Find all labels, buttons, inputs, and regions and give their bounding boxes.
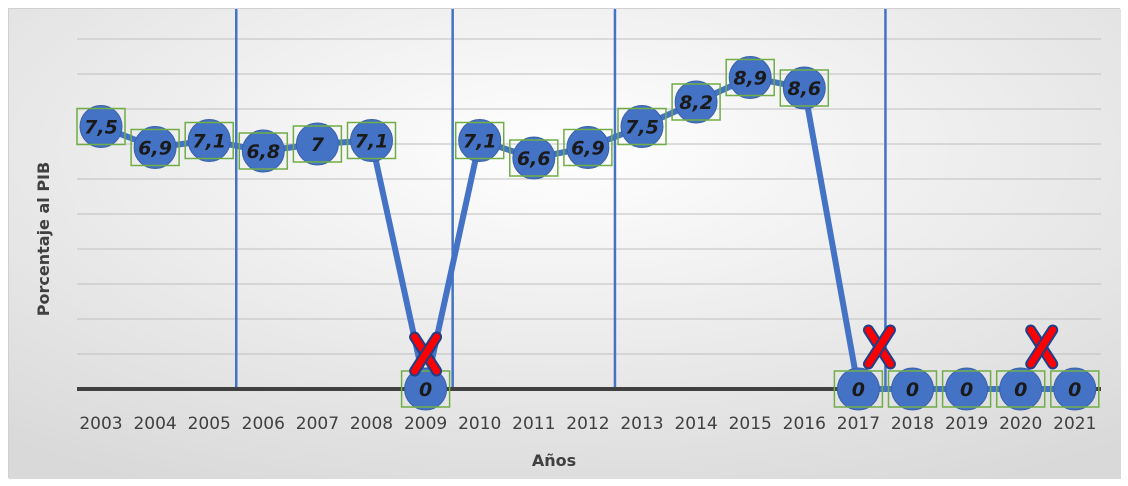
data-label-box: [238, 132, 289, 170]
data-point: [1053, 367, 1097, 411]
x-tick-label: 2005: [188, 414, 231, 434]
data-label-box: [941, 370, 992, 408]
data-label: 0: [419, 379, 432, 401]
data-label-box: [617, 107, 667, 146]
x-tick-label: 2021: [1053, 414, 1096, 434]
data-label-box: [509, 139, 559, 177]
x-mark: [1025, 324, 1059, 370]
y-axis-title: Porcentaje al PIB: [34, 162, 53, 316]
data-point: [458, 119, 502, 162]
x-tick-label: 2011: [512, 414, 555, 434]
x-mark: [409, 331, 443, 377]
data-label-box: [76, 107, 126, 146]
data-label: 0: [1068, 379, 1081, 401]
data-label: 7,1: [463, 131, 497, 153]
x-tick-label: 2017: [837, 414, 880, 434]
x-tick-labels: 2003 2004 2005 2006 2007 2008 2009 2010 2011 2012…: [79, 414, 1096, 434]
data-point: [891, 367, 934, 411]
data-label-box: [454, 121, 505, 160]
data-label-box: [1050, 370, 1100, 408]
data-label: 0: [906, 379, 919, 401]
data-label-box: [995, 370, 1046, 408]
data-label-box: [671, 83, 721, 121]
data-point: [512, 136, 556, 180]
data-point: [133, 126, 177, 169]
x-tick-label: 2006: [242, 414, 285, 434]
data-point: [404, 367, 448, 411]
data-label-box: [184, 121, 234, 160]
data-label: 8,9: [733, 68, 767, 90]
x-tick-label: 2003: [79, 414, 122, 434]
data-label: 0: [1014, 379, 1027, 401]
x-tick-label: 2016: [783, 414, 826, 434]
x-tick-label: 2009: [404, 414, 447, 434]
data-label: 6,8: [246, 141, 280, 163]
data-label-box: [292, 125, 343, 163]
data-label-box: [833, 370, 884, 408]
x-tick-label: 2008: [350, 414, 393, 434]
data-label-box: [346, 121, 397, 160]
x-mark: [862, 324, 896, 370]
data-label: 6,9: [138, 138, 172, 160]
data-label-box: [779, 69, 830, 107]
data-label: 0: [960, 379, 973, 401]
data-point: [187, 119, 231, 162]
data-point: [620, 105, 664, 148]
data-point: [836, 367, 880, 411]
data-point: [350, 119, 393, 162]
separator-lines: [235, 9, 887, 387]
line-chart: 7,5 6,9 7,1 6,8 7 7,1 0 7,1 6,6 6,9 7,5 8,2 8,9 8,6 0 0…: [9, 9, 1121, 479]
data-label: 7: [311, 134, 325, 156]
x-tick-label: 2004: [133, 414, 176, 434]
data-point: [295, 122, 339, 166]
chart-background: [9, 9, 1121, 479]
data-label-box: [130, 128, 180, 167]
data-label-box: [400, 370, 451, 408]
x-tick-label: 2018: [891, 414, 934, 434]
data-label: 7,1: [355, 131, 389, 153]
chart-frame: 7,5 6,9 7,1 6,8 7 7,1 0 7,1 6,6 6,9 7,5 8,2 8,9 8,6 0 0…: [8, 8, 1121, 479]
data-labels: 7,5 6,9 7,1 6,8 7 7,1 0 7,1 6,6 6,9 7,5 8,2 8,9 8,6 0 0…: [76, 58, 1100, 408]
x-tick-label: 2012: [566, 414, 609, 434]
x-tick-label: 2020: [999, 414, 1042, 434]
data-label: 6,6: [517, 148, 551, 170]
x-tick-label: 2014: [674, 414, 717, 434]
data-point: [674, 80, 718, 124]
data-point: [566, 126, 610, 169]
data-label-box: [563, 128, 613, 167]
data-label: 6,9: [571, 138, 605, 160]
markers: [79, 56, 1097, 411]
data-point: [241, 129, 285, 173]
x-marks: [409, 324, 1059, 377]
data-label-box: [725, 58, 775, 97]
x-axis-title: Años: [532, 451, 576, 470]
data-label: 7,5: [84, 117, 118, 139]
data-point: [728, 56, 772, 99]
x-tick-label: 2015: [729, 414, 772, 434]
data-point: [999, 367, 1043, 411]
data-label: 7,5: [625, 117, 659, 139]
data-point: [782, 66, 826, 110]
data-point: [945, 367, 989, 411]
x-tick-label: 2010: [458, 414, 501, 434]
data-label: 7,1: [192, 131, 226, 153]
data-point: [79, 105, 123, 148]
data-label: 0: [852, 379, 865, 401]
x-tick-label: 2019: [945, 414, 988, 434]
data-label: 8,2: [679, 92, 713, 114]
data-label: 8,6: [787, 78, 821, 100]
x-tick-label: 2007: [296, 414, 339, 434]
data-label-box: [887, 370, 938, 408]
x-tick-label: 2013: [620, 414, 663, 434]
